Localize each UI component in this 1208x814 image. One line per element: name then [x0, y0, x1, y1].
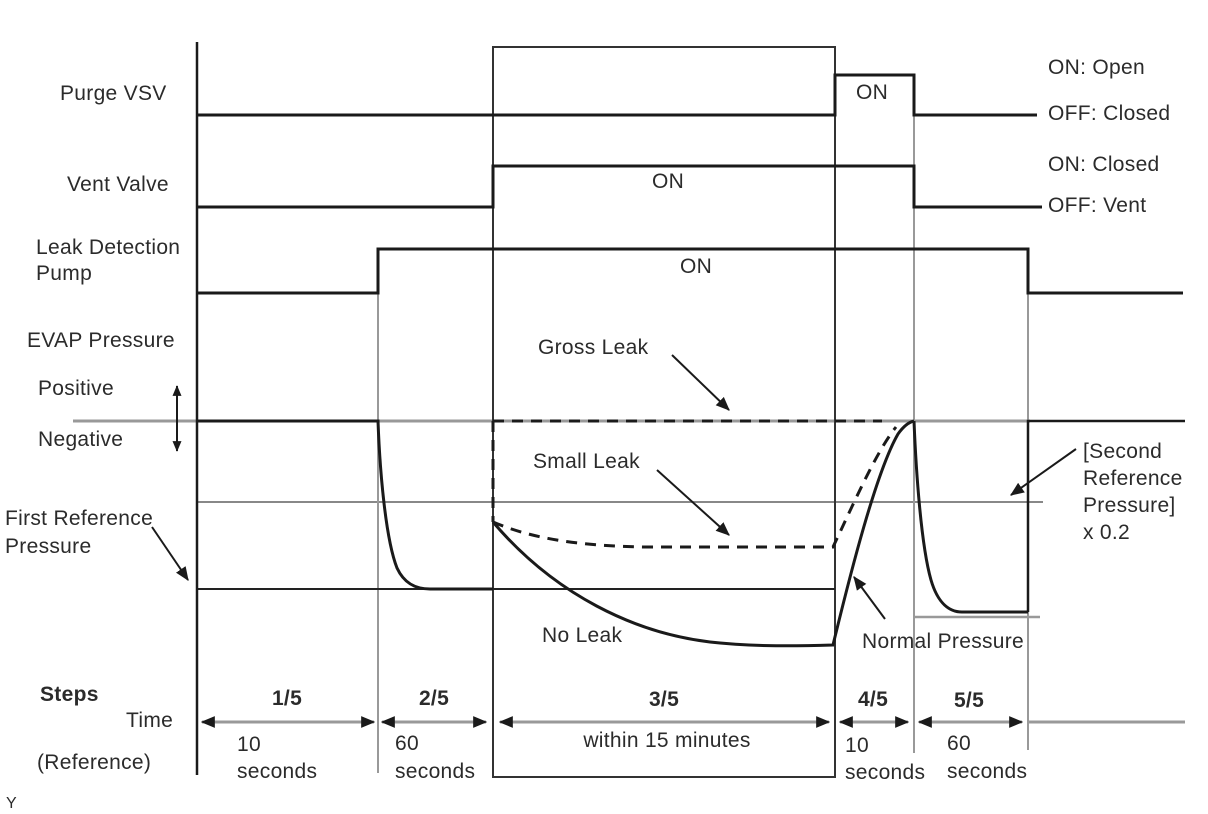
- step-3-duration-line1: within 15 minutes: [583, 729, 751, 752]
- evap-step1-2-curve: [197, 419, 493, 591]
- annotation-arrows: [151, 354, 1077, 620]
- step-2-duration-line2: seconds: [395, 760, 476, 783]
- normal-pressure-arrow-icon: [853, 576, 886, 620]
- no-leak-label: No Leak: [542, 624, 623, 647]
- vent-valve-on-label: ON: [651, 170, 685, 193]
- vent-valve-trace: [197, 164, 1042, 209]
- step-3-label: 3/5: [648, 688, 680, 711]
- small-leak-curve: [492, 426, 898, 549]
- purge-vsv-row-label: Purge VSV: [60, 82, 167, 105]
- evap-return-to-atmospheric-line: [1026, 419, 1185, 612]
- time-label: Time: [126, 709, 174, 732]
- step-4-duration-line1: 10: [845, 734, 869, 757]
- first-reference-label-line1: First Reference: [5, 507, 154, 530]
- leak-pump-trace: [197, 247, 1183, 295]
- purge-legend-on: ON: Open: [1048, 56, 1145, 79]
- step-5-label: 5/5: [953, 689, 985, 712]
- purge-legend-off: OFF: Closed: [1048, 102, 1171, 125]
- steps-label: Steps: [40, 683, 99, 706]
- step-2-label: 2/5: [418, 687, 450, 710]
- evap-pressure-curves: [197, 419, 1185, 648]
- leak-pump-row-label-line2: Pump: [36, 262, 93, 285]
- guide-lines: [73, 75, 1185, 773]
- second-reference-label-line3: Pressure]: [1083, 494, 1176, 517]
- step-1-duration-line1: 10: [237, 733, 261, 756]
- purge-vsv-on-label: ON: [855, 81, 889, 104]
- first-reference-arrow-icon: [151, 526, 189, 581]
- step-1-duration-line2: seconds: [237, 760, 318, 783]
- gross-leak-label: Gross Leak: [538, 336, 649, 359]
- first-reference-label-line2: Pressure: [5, 535, 92, 558]
- positive-label: Positive: [38, 377, 114, 400]
- second-reference-arrow-icon: [1010, 448, 1077, 496]
- negative-label: Negative: [38, 428, 124, 451]
- purge-vsv-trace: [197, 73, 1037, 117]
- second-reference-label-line1: [Second: [1083, 440, 1163, 463]
- small-leak-label: Small Leak: [533, 450, 640, 473]
- no-leak-curve: [491, 419, 915, 648]
- leak-pump-row-label-line1: Leak Detection: [36, 236, 181, 259]
- vent-legend-on: ON: Closed: [1048, 153, 1160, 176]
- vent-valve-row-label: Vent Valve: [67, 173, 169, 196]
- second-reference-label-line4: x 0.2: [1083, 521, 1131, 544]
- second-reference-label-line2: Reference: [1083, 467, 1183, 490]
- normal-pressure-label: Normal Pressure: [862, 630, 1025, 653]
- leak-pump-on-label: ON: [679, 255, 713, 278]
- evap-step5-curve: [912, 420, 1028, 614]
- step-2-duration-line1: 60: [395, 732, 419, 755]
- step-5-duration-line1: 60: [947, 732, 971, 755]
- step-5-duration-line2: seconds: [947, 760, 1028, 783]
- step-4-duration-line2: seconds: [845, 761, 926, 784]
- vent-legend-off: OFF: Vent: [1048, 194, 1147, 217]
- gross-leak-arrow-icon: [671, 354, 730, 411]
- step-1-label: 1/5: [271, 687, 303, 710]
- reference-label: (Reference): [37, 751, 152, 774]
- signal-traces: [197, 73, 1183, 295]
- evap-pressure-row-label: EVAP Pressure: [27, 329, 175, 352]
- small-leak-arrow-icon: [656, 469, 730, 536]
- figure-footnote: Y: [6, 795, 17, 812]
- step-4-label: 4/5: [857, 688, 889, 711]
- step3-highlight-box: [492, 46, 836, 778]
